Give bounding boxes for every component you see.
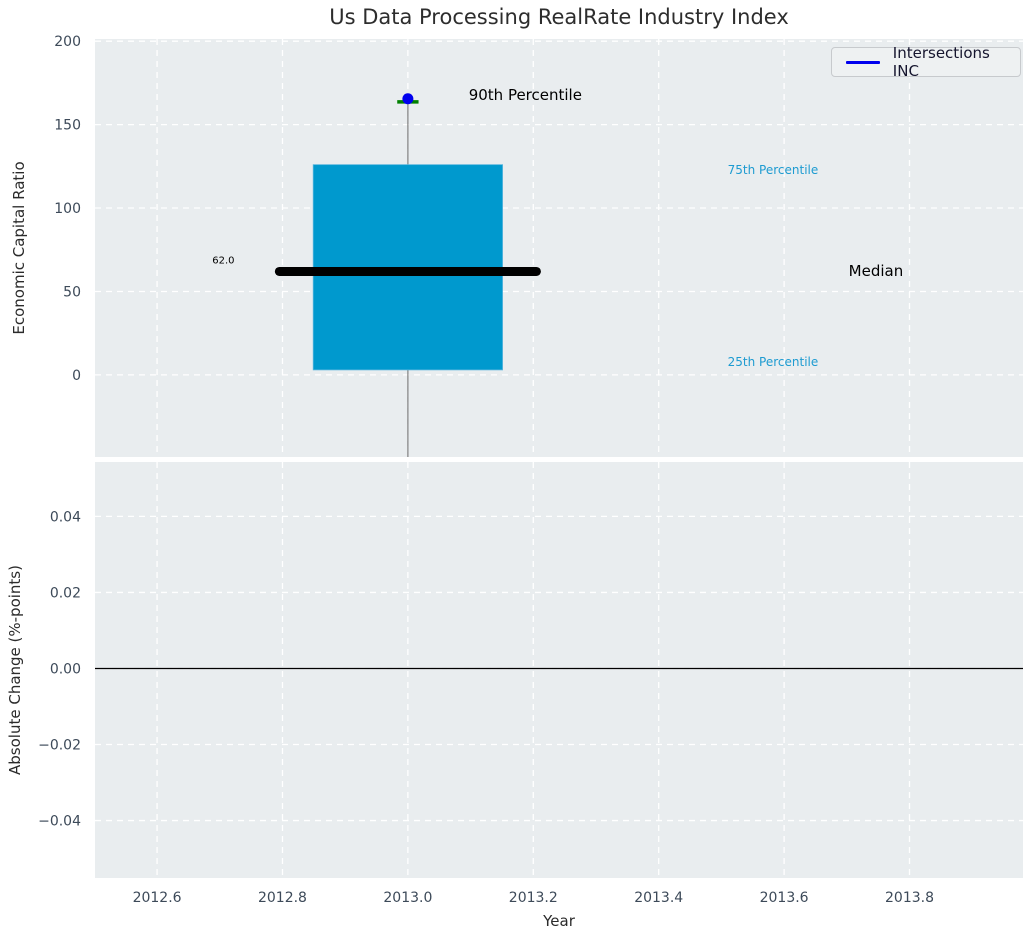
y-tick-label: 100	[54, 201, 81, 217]
y-tick-label: 200	[54, 34, 81, 50]
y-tick-label: 0	[72, 368, 81, 384]
top-axes-bg	[95, 39, 1023, 457]
legend-label: Intersections INC	[892, 44, 990, 80]
y-tick-label: −0.04	[38, 814, 81, 830]
top-y-axis-label: Economic Capital Ratio	[10, 161, 28, 335]
chart-title: Us Data Processing RealRate Industry Ind…	[329, 5, 789, 29]
y-tick-label: −0.02	[38, 738, 81, 754]
annotation-25th-percentile: 25th Percentile	[728, 355, 819, 369]
x-axis-label: Year	[543, 912, 575, 930]
annotation-62-0: 62.0	[212, 255, 234, 266]
y-tick-label: 0.02	[50, 585, 81, 601]
bottom-axes-bg	[95, 462, 1023, 878]
y-tick-label: 50	[63, 284, 81, 300]
y-tick-label: 150	[54, 118, 81, 134]
annotation-median: Median	[849, 262, 904, 280]
x-tick-label: 2012.8	[258, 890, 307, 906]
series-dot-intersections-inc	[402, 93, 414, 105]
x-tick-label: 2013.6	[760, 890, 809, 906]
x-tick-label: 2013.8	[885, 890, 934, 906]
bottom-y-axis-label: Absolute Change (%-points)	[6, 565, 24, 775]
annotation-90th-percentile: 90th Percentile	[469, 86, 582, 104]
y-tick-label: 0.04	[50, 509, 81, 525]
annotation-75th-percentile: 75th Percentile	[728, 163, 819, 177]
x-tick-label: 2012.6	[133, 890, 182, 906]
legend: Intersections INC	[831, 44, 1021, 80]
y-tick-label: 0.00	[50, 661, 81, 677]
x-tick-label: 2013.2	[509, 890, 558, 906]
x-tick-label: 2013.0	[383, 890, 432, 906]
legend-line-swatch	[846, 60, 880, 64]
x-tick-label: 2013.4	[634, 890, 683, 906]
